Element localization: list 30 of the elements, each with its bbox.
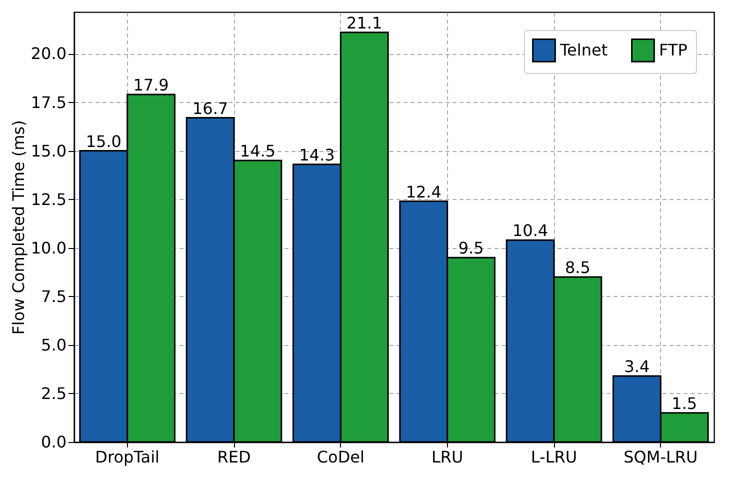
y-tick-label: 7.5 — [41, 286, 66, 306]
data-label: 14.3 — [299, 145, 335, 164]
data-label: 12.4 — [406, 182, 442, 202]
y-tick-label: 2.5 — [41, 384, 66, 403]
y-tick-label: 15.0 — [30, 141, 66, 160]
x-tick-label: DropTail — [95, 448, 160, 466]
y-axis-title: Flow Completed Time (ms) — [8, 120, 28, 335]
data-label: 15.0 — [86, 132, 122, 151]
x-tick-label: RED — [217, 448, 251, 466]
x-tick-label: L-LRU — [530, 448, 578, 466]
legend-label: FTP — [659, 40, 688, 60]
data-label: 14.5 — [240, 142, 276, 161]
y-tick-label: 12.5 — [30, 190, 66, 209]
data-label: 3.4 — [624, 356, 650, 376]
x-tick-label: SQM-LRU — [624, 448, 698, 466]
y-tick-label: 0.0 — [41, 432, 66, 452]
y-tick-label: 10.0 — [30, 238, 66, 258]
data-label: 1.5 — [672, 394, 698, 413]
data-label: 16.7 — [192, 98, 228, 118]
data-label: 21.1 — [346, 13, 382, 32]
x-tick-label: CoDel — [316, 448, 364, 466]
y-tick-label: 5.0 — [41, 335, 66, 354]
y-tick-label: 17.5 — [30, 92, 66, 112]
x-tick-label: LRU — [431, 448, 464, 466]
data-label: 8.5 — [564, 258, 590, 277]
y-tick-label: 20.0 — [30, 44, 66, 64]
data-label: 17.9 — [133, 76, 169, 95]
legend-label: Telnet — [559, 40, 608, 60]
data-label: 9.5 — [458, 238, 484, 258]
data-label: 10.4 — [512, 221, 548, 240]
